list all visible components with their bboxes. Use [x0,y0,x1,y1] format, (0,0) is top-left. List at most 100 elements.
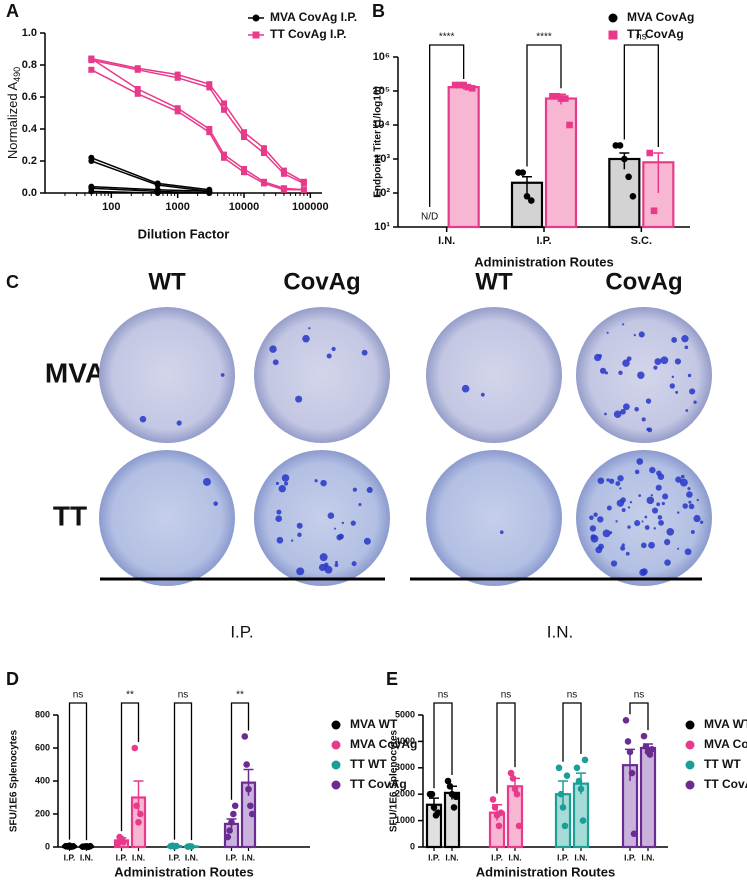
y-tick-label: 10⁵ [373,85,390,97]
spot [675,390,679,394]
well [254,307,390,443]
y-tick-label: 0.8 [22,59,37,71]
spot [281,474,290,482]
marker [134,90,141,97]
marker [640,732,648,740]
marker [88,66,95,73]
spot [645,398,652,404]
significance-bracket [433,702,453,789]
marker [188,843,195,850]
spot [617,475,624,482]
legend-label: TT CovAg [350,777,407,791]
panel-label: E [386,669,398,689]
spot [615,481,621,487]
spot [677,511,680,514]
spot [604,412,607,416]
x-tick-label: I.P. [169,852,181,862]
legend-marker [331,740,341,750]
spot [634,520,641,527]
spot [358,502,362,507]
marker [240,169,247,176]
marker [260,150,267,156]
y-tick-label: 400 [35,775,50,785]
well [99,450,235,586]
spot [640,542,647,549]
spot [276,509,282,515]
marker [134,66,141,73]
spot [638,331,645,338]
legend-marker [685,780,695,790]
spot [202,477,211,486]
significance-label: ** [126,690,134,701]
spot [629,501,633,504]
marker [248,810,256,818]
row-label: MVA [45,357,105,388]
y-axis-title: Normalized A490 [5,67,22,159]
marker [114,840,122,847]
spot [680,474,685,479]
spot [634,469,640,475]
significance-label: ** [236,690,244,701]
marker [86,842,94,850]
spot [297,532,302,537]
bar [443,791,461,849]
marker [69,843,77,850]
spot [689,388,696,395]
panel-label: D [6,669,19,689]
marker [221,106,228,113]
bar [608,157,641,229]
y-tick-label: 4000 [395,736,415,746]
spot [638,494,642,497]
x-tick-label: I.P. [536,235,551,247]
marker [561,822,569,830]
spot [651,507,659,514]
legend-marker [608,13,618,23]
y-axis-title: SFU/1E6 Splenocytes [389,729,400,832]
x-tick-label: I.N. [185,852,198,862]
marker [515,822,523,830]
spot [334,527,337,530]
marker [154,182,161,188]
marker [88,158,95,164]
x-tick-label: 100 [102,201,120,213]
legend-marker [608,30,618,40]
legend-marker [331,720,341,730]
marker [224,833,232,841]
spot [599,367,607,374]
marker [555,764,563,772]
x-axis-title: Administration Routes [474,254,613,269]
spot [176,420,182,426]
marker [120,838,127,846]
spot [352,487,357,492]
spot [639,568,647,577]
marker [575,777,583,785]
legend-marker [685,720,695,730]
marker [464,83,472,91]
spot [269,345,277,353]
bar [447,86,480,229]
x-tick-label: I.P. [428,852,440,862]
group-label: I.N. [547,622,573,641]
marker [507,769,515,777]
legend-marker [331,780,341,790]
marker [452,793,460,801]
marker [497,809,505,816]
spot [220,373,225,377]
marker [221,100,228,107]
column-label: WT [475,268,513,295]
y-tick-label: 10² [374,187,390,199]
spot [658,519,664,526]
spot [302,334,310,343]
spot [664,559,671,566]
spot [623,403,630,411]
column-label: CovAg [283,268,360,295]
spot [661,501,665,506]
legend-label: MVA WT [350,717,398,731]
marker [174,108,181,115]
significance-bracket [562,702,582,762]
marker [489,796,497,803]
spot [681,335,689,343]
marker [625,173,632,181]
y-tick-label: 800 [35,709,50,719]
marker [221,151,228,158]
